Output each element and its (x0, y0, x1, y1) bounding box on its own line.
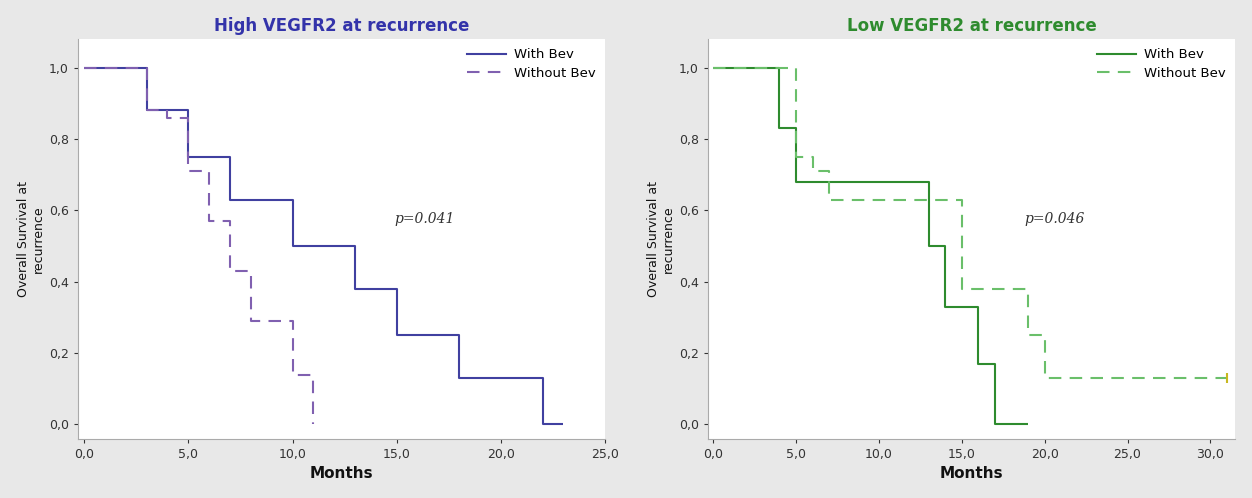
Title: Low VEGFR2 at recurrence: Low VEGFR2 at recurrence (846, 16, 1097, 35)
Y-axis label: Overall Survival at
recurrence: Overall Survival at recurrence (16, 181, 45, 297)
Text: p=0.041: p=0.041 (394, 212, 454, 226)
Title: High VEGFR2 at recurrence: High VEGFR2 at recurrence (214, 16, 470, 35)
Legend: With Bev, Without Bev: With Bev, Without Bev (1092, 43, 1232, 85)
X-axis label: Months: Months (309, 466, 373, 482)
Y-axis label: Overall Survival at
recurrence: Overall Survival at recurrence (647, 181, 675, 297)
Legend: With Bev, Without Bev: With Bev, Without Bev (462, 43, 601, 85)
Text: p=0.046: p=0.046 (1024, 212, 1084, 226)
X-axis label: Months: Months (940, 466, 1004, 482)
